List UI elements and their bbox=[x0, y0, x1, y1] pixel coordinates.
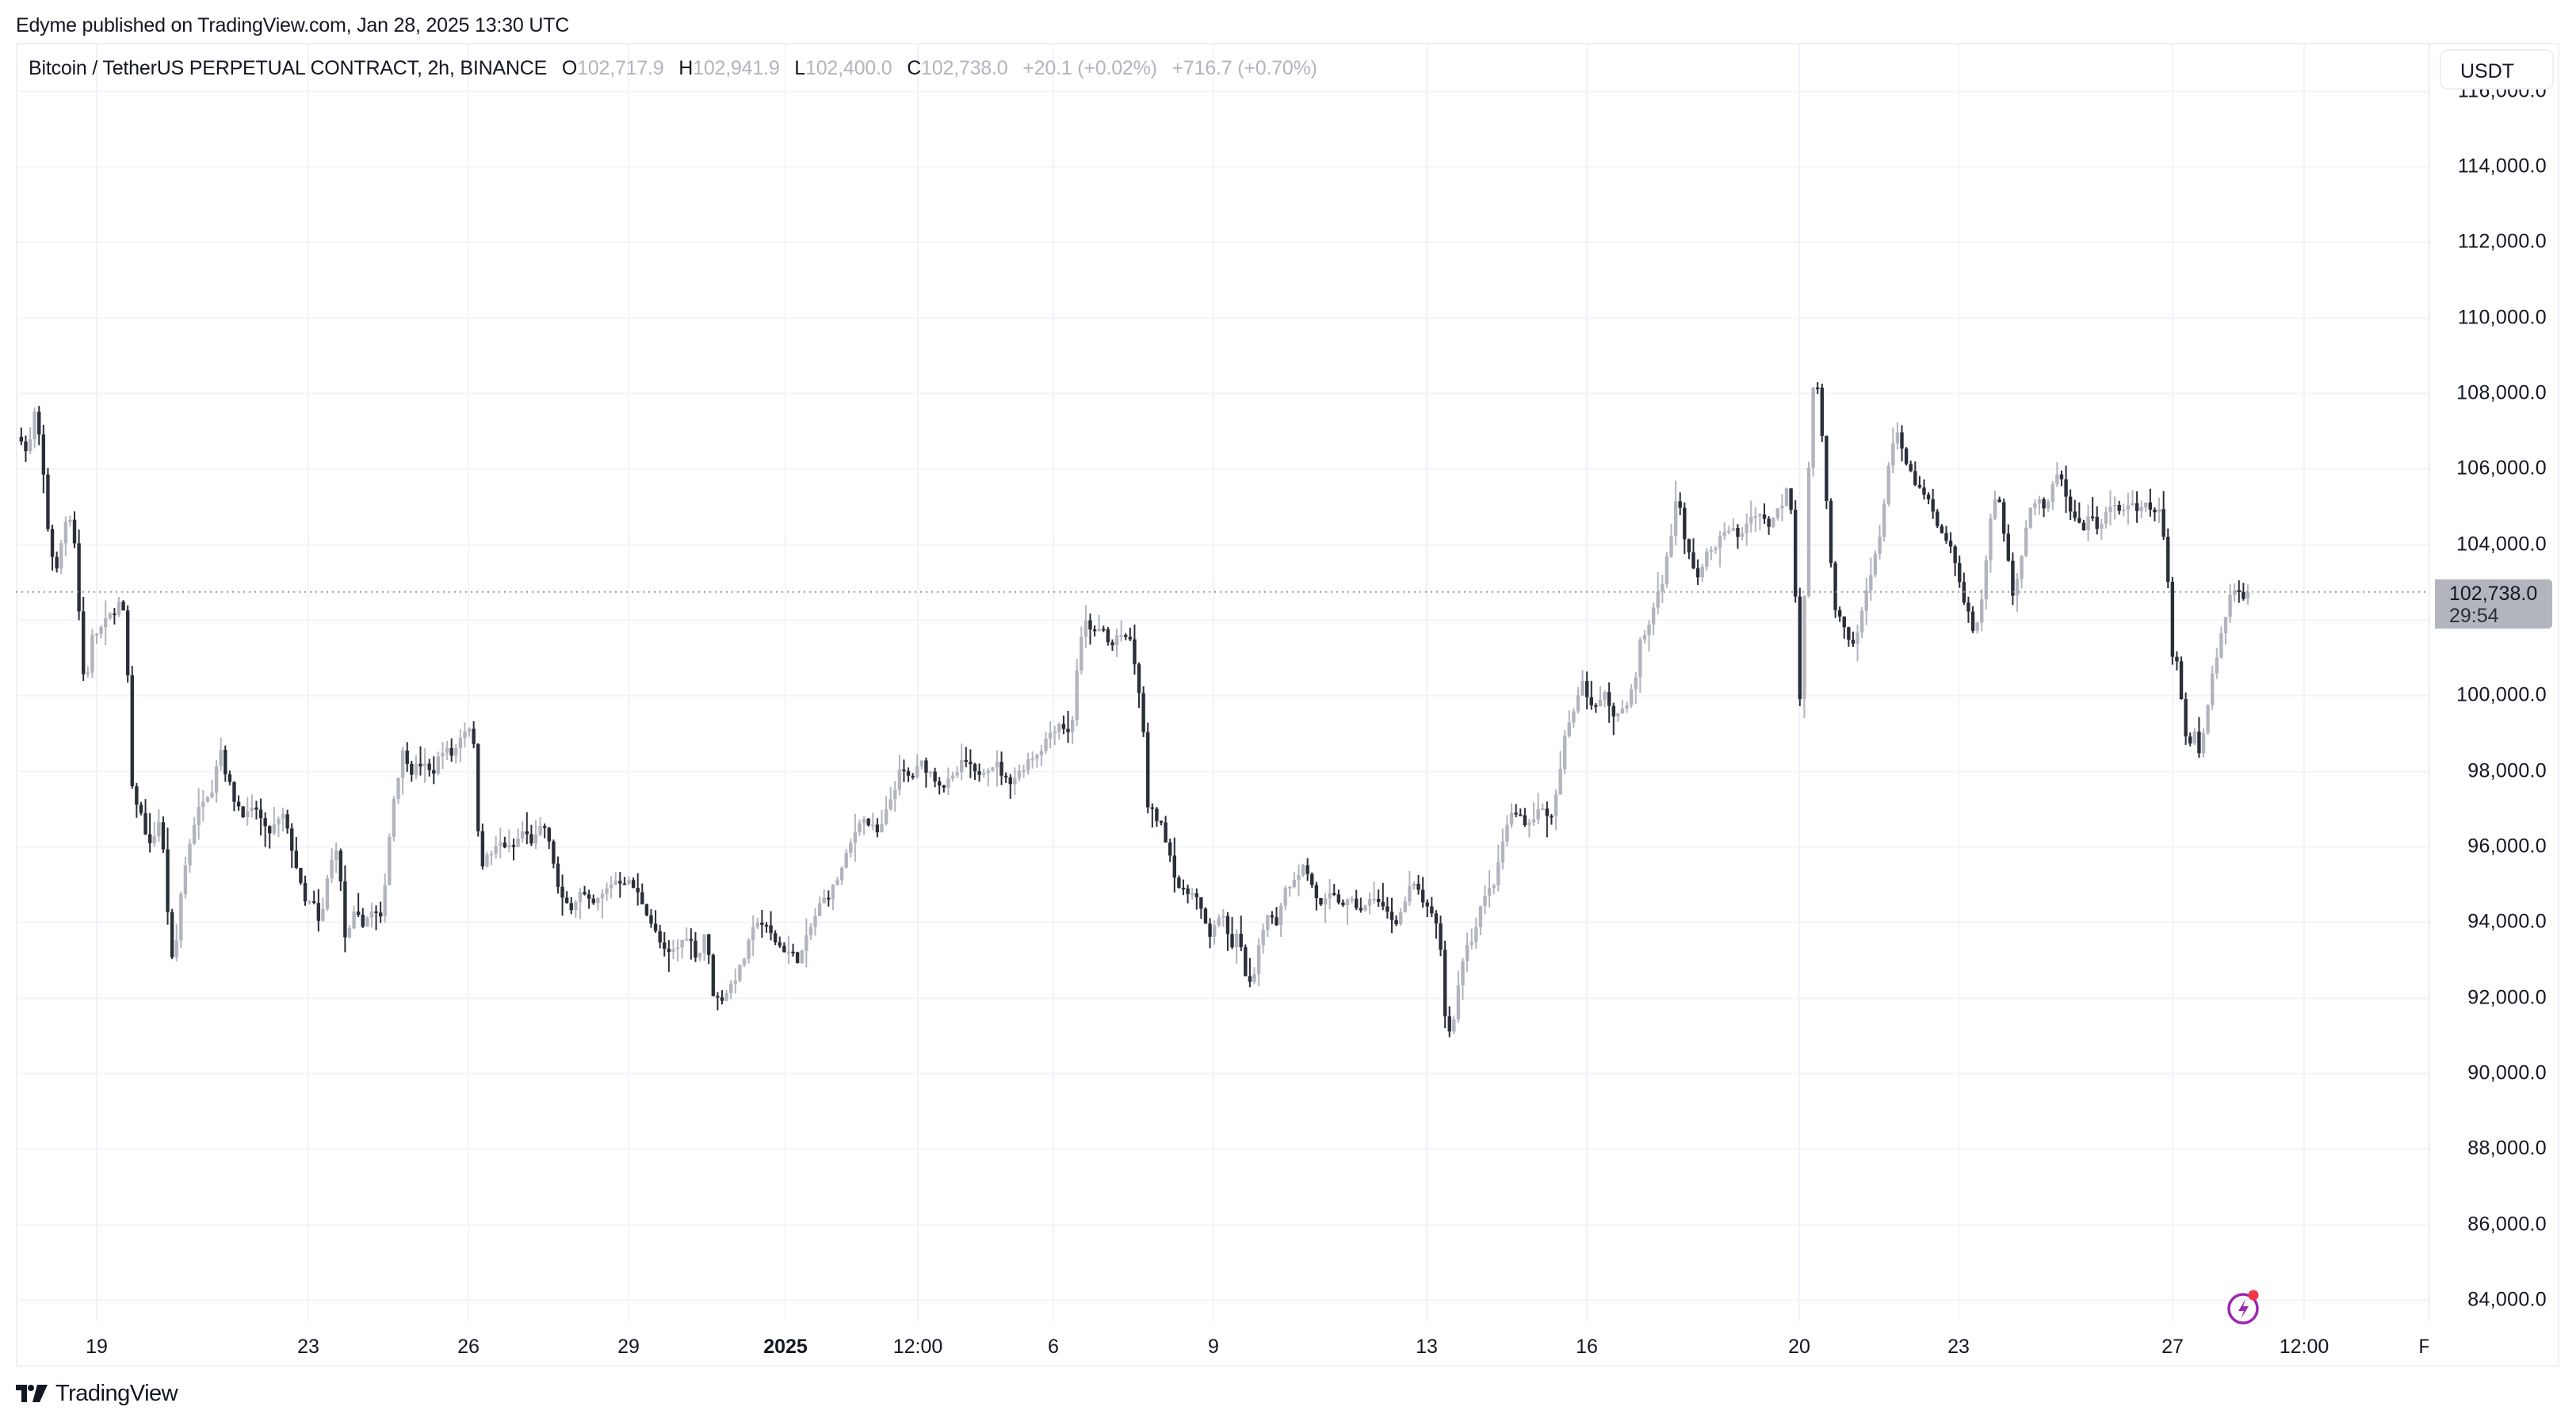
chart-pane[interactable] bbox=[16, 43, 2429, 1321]
last-price-value: 102,738.0 bbox=[2449, 583, 2538, 605]
time-tick-label: 6 bbox=[1048, 1336, 1059, 1358]
low-label: L bbox=[794, 57, 806, 79]
price-tick-label: 88,000.0 bbox=[2467, 1137, 2547, 1160]
candles bbox=[19, 382, 2250, 1038]
time-tick-label: 12:00 bbox=[892, 1336, 943, 1358]
close-label: C bbox=[907, 57, 922, 79]
time-tick-label: 23 bbox=[297, 1336, 319, 1358]
time-tick-label: 26 bbox=[457, 1336, 480, 1358]
high-label: H bbox=[678, 57, 694, 79]
price-tick-label: 86,000.0 bbox=[2467, 1213, 2547, 1236]
price-tick-label: 112,000.0 bbox=[2457, 230, 2547, 253]
symbol-title[interactable]: Bitcoin / TetherUS PERPETUAL CONTRACT, 2… bbox=[29, 57, 548, 79]
symbol-legend: Bitcoin / TetherUS PERPETUAL CONTRACT, 2… bbox=[29, 57, 1317, 80]
time-tick-label: 19 bbox=[86, 1336, 108, 1358]
tradingview-brand: TradingView bbox=[55, 1380, 178, 1406]
price-tick-label: 106,000.0 bbox=[2456, 457, 2547, 480]
time-tick-label: 20 bbox=[1788, 1336, 1810, 1358]
price-tick-label: 114,000.0 bbox=[2457, 155, 2547, 178]
time-tick-label: Fe bbox=[2418, 1336, 2429, 1358]
time-axis[interactable]: 19 23 26 29 2025 12:00 6 9 13 16 20 23 27 12:00 Fe bbox=[16, 1321, 2429, 1367]
currency-button[interactable]: USDT bbox=[2440, 49, 2554, 90]
close-value: 102,738.0 bbox=[921, 57, 1008, 79]
tradingview-logo-icon bbox=[16, 1385, 48, 1402]
price-tick-label: 90,000.0 bbox=[2467, 1061, 2547, 1084]
time-tick-label: 29 bbox=[617, 1336, 640, 1358]
change-value: +20.1 (+0.02%) bbox=[1022, 57, 1157, 79]
price-tick-label: 84,000.0 bbox=[2467, 1288, 2547, 1311]
price-tick-label: 92,000.0 bbox=[2467, 986, 2547, 1009]
lightning-alert-icon[interactable] bbox=[2226, 1287, 2265, 1327]
price-tick-label: 94,000.0 bbox=[2467, 910, 2547, 933]
candlestick-chart[interactable] bbox=[16, 43, 2429, 1321]
low-value: 102,400.0 bbox=[805, 57, 892, 79]
bar-countdown: 29:54 bbox=[2449, 605, 2499, 627]
high-value: 102,941.9 bbox=[693, 57, 780, 79]
price-tick-label: 108,000.0 bbox=[2456, 381, 2547, 404]
price-axis[interactable]: 116,000.0 114,000.0 112,000.0 110,000.0 108,… bbox=[2429, 43, 2559, 1321]
price-tick-label: 98,000.0 bbox=[2467, 759, 2547, 782]
time-tick-label: 2025 bbox=[763, 1336, 808, 1358]
time-tick-label: 12:00 bbox=[2279, 1336, 2329, 1358]
time-tick-label: 27 bbox=[2161, 1336, 2184, 1358]
last-price-label: 102,738.0 29:54 bbox=[2435, 579, 2552, 629]
price-tick-label: 96,000.0 bbox=[2467, 835, 2547, 858]
footer: TradingView bbox=[16, 1381, 178, 1406]
chart-frame bbox=[16, 43, 2559, 1367]
open-value: 102,717.9 bbox=[577, 57, 664, 79]
price-tick-label: 110,000.0 bbox=[2457, 306, 2547, 329]
change-value-2: +716.7 (+0.70%) bbox=[1171, 57, 1317, 79]
time-tick-label: 9 bbox=[1208, 1336, 1219, 1358]
time-tick-label: 13 bbox=[1416, 1336, 1438, 1358]
time-tick-label: 23 bbox=[1947, 1336, 1970, 1358]
price-tick-label: 104,000.0 bbox=[2456, 533, 2547, 556]
time-tick-label: 16 bbox=[1576, 1336, 1598, 1358]
open-label: O bbox=[561, 57, 578, 79]
published-by-line: Edyme published on TradingView.com, Jan … bbox=[16, 14, 570, 36]
price-tick-label: 100,000.0 bbox=[2456, 683, 2547, 706]
